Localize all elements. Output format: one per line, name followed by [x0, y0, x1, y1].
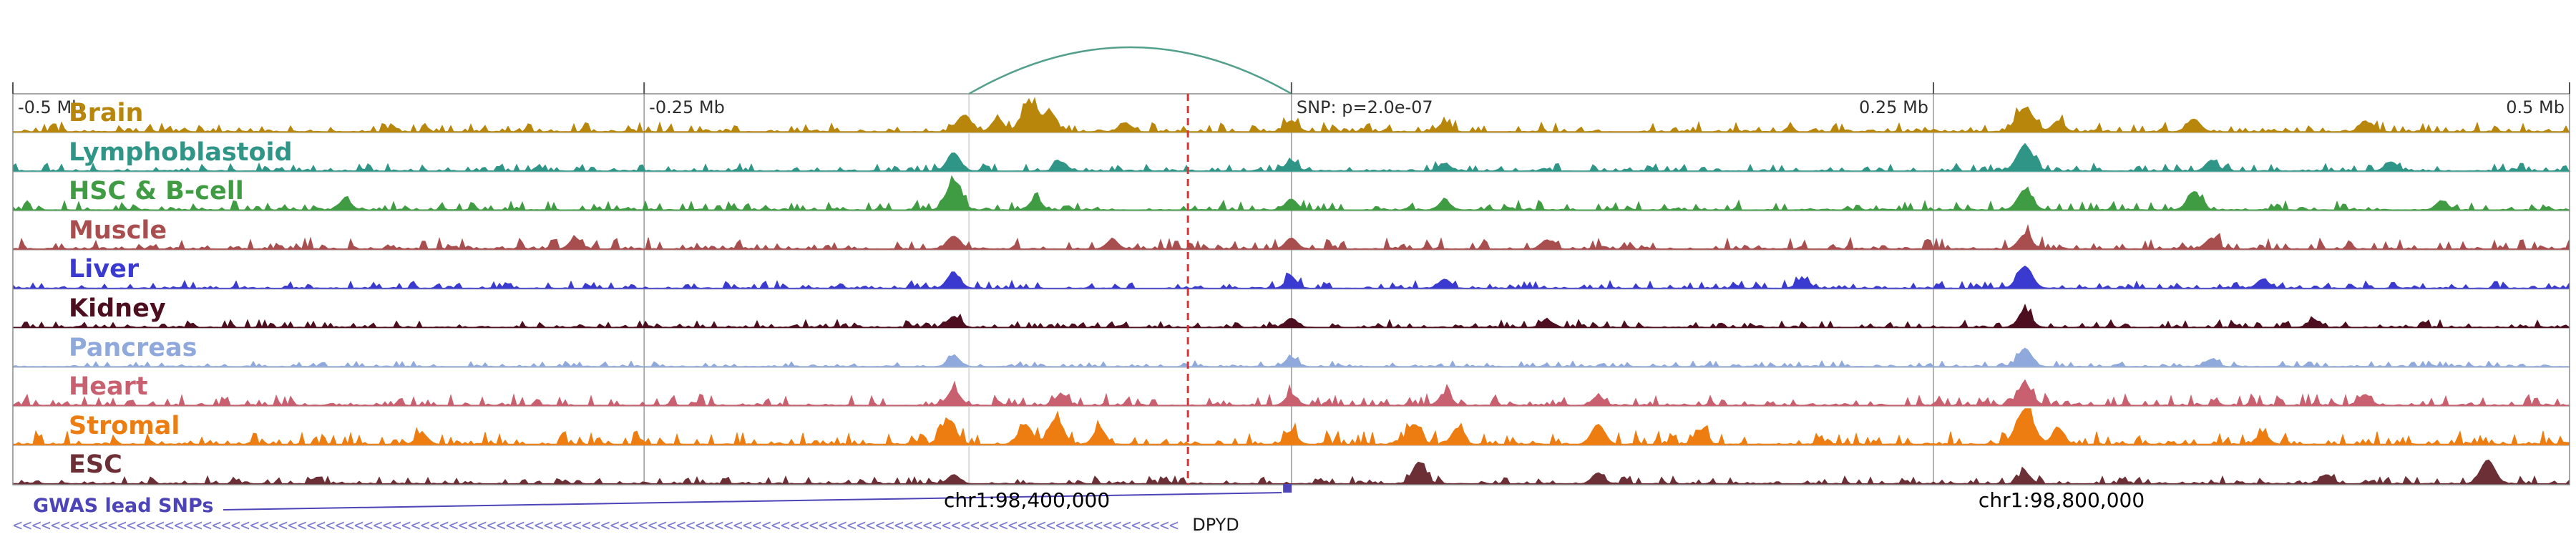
track-signal-muscle	[12, 223, 2570, 251]
gwas-snp-marker	[1283, 484, 1292, 493]
track-label-stromal: Stromal	[69, 411, 180, 440]
track-label-liver: Liver	[69, 255, 140, 284]
track-label-pancreas: Pancreas	[69, 333, 197, 362]
track-signal-brain	[12, 97, 2571, 133]
ruler-label: -0.25 Mb	[649, 97, 725, 117]
ruler-label: 0.5 Mb	[2506, 97, 2565, 117]
track-signal-pancreas	[12, 347, 2570, 367]
track-label-heart: Heart	[69, 372, 148, 402]
track-signal-kidney	[12, 304, 2571, 329]
gwas-leader-line	[223, 492, 1282, 511]
track-signal-stromal	[12, 408, 2570, 446]
gene-name-label: DPYD	[1192, 515, 1239, 535]
gwas-lead-snps-label: GWAS lead SNPs	[33, 495, 214, 517]
track-signal-heart	[12, 379, 2571, 407]
track-signal-hsc-b-cell	[12, 175, 2571, 211]
track-signal-esc	[12, 459, 2570, 485]
track-label-muscle: Muscle	[69, 216, 167, 245]
ruler-label: 0.25 Mb	[1859, 97, 1928, 117]
track-label-lymphoblastoid: Lymphoblastoid	[69, 137, 293, 167]
interaction-arc	[968, 46, 1292, 95]
ruler-label: -0.5 Mb	[18, 97, 82, 117]
track-signal-lymphoblastoid	[12, 142, 2571, 172]
track-label-hsc-b-cell: HSC & B-cell	[69, 177, 244, 206]
ruler-label: SNP: p=2.0e-07	[1297, 97, 1433, 117]
position-label-right: chr1:98,800,000	[1978, 488, 2145, 512]
track-label-brain: Brain	[69, 99, 144, 127]
gene-strand-arrows: <<<<<<<<<<<<<<<<<<<<<<<<<<<<<<<<<<<<<<<<…	[13, 517, 1179, 535]
track-signal-liver	[12, 265, 2570, 289]
track-label-esc: ESC	[69, 450, 122, 480]
position-label-left: chr1:98,400,000	[943, 488, 1111, 512]
track-label-kidney: Kidney	[69, 294, 166, 323]
